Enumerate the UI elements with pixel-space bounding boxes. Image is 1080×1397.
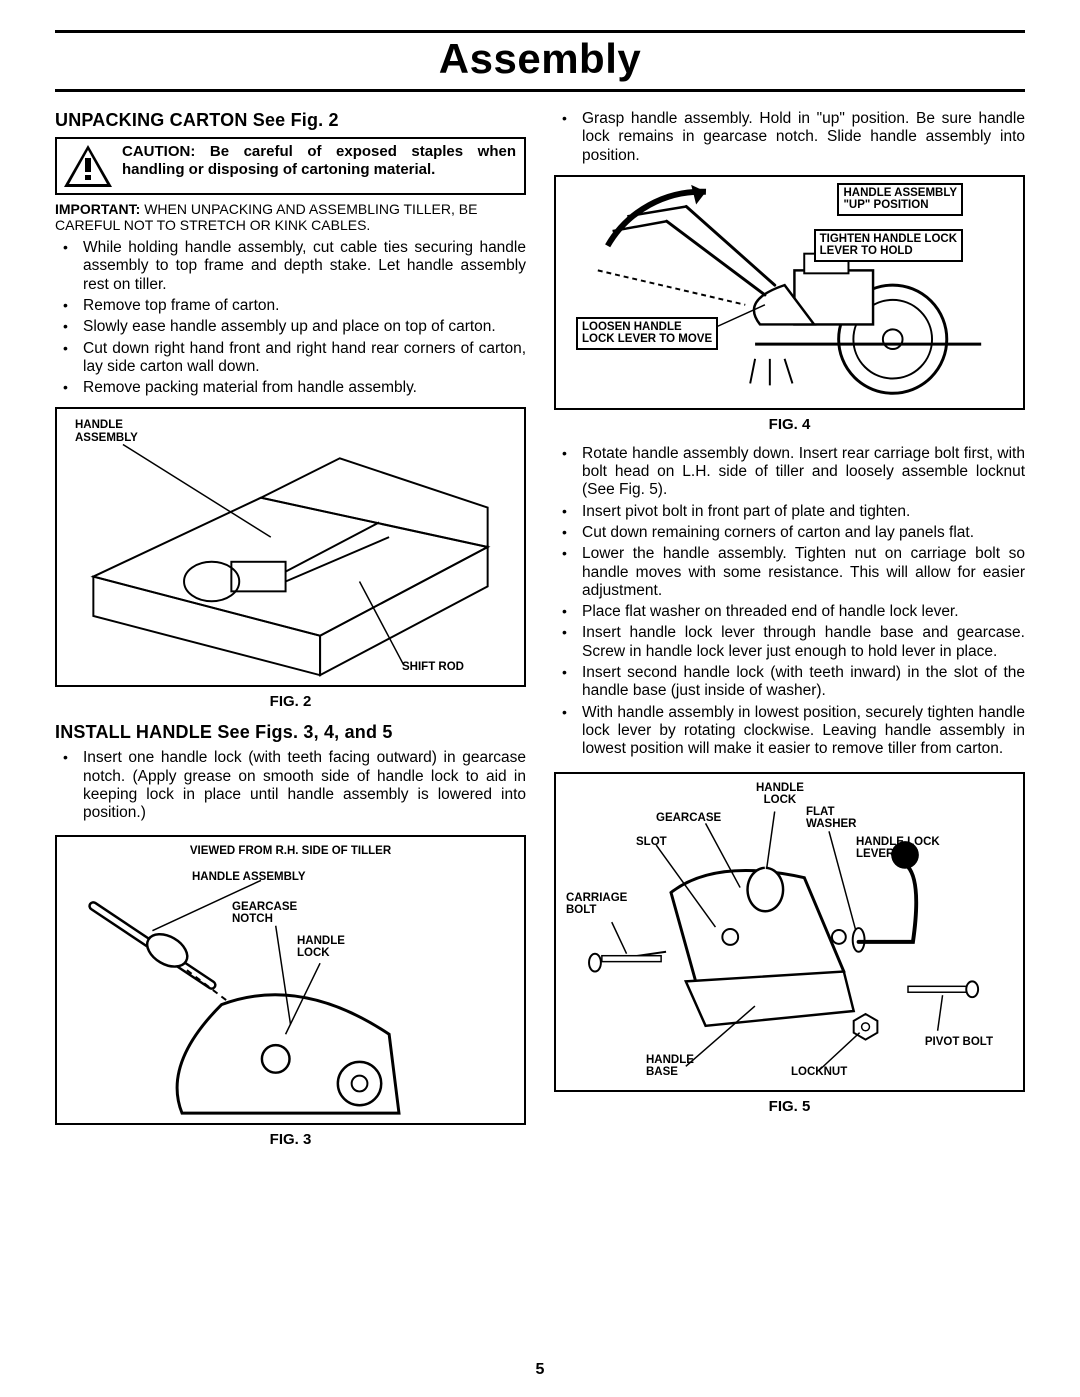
unpacking-bullets: While holding handle assembly, cut cable…: [55, 239, 526, 397]
warning-icon: [62, 143, 114, 189]
fig5-label-locknut: LOCKNUT: [791, 1066, 847, 1078]
top-rule: [55, 30, 1025, 33]
unpacking-heading: UNPACKING CARTON See Fig. 2: [55, 110, 526, 131]
fig5-label-gearcase: GEARCASE: [656, 812, 721, 824]
list-item: With handle assembly in lowest position,…: [554, 704, 1025, 759]
list-item: Rotate handle assembly down. Insert rear…: [554, 445, 1025, 500]
list-item: Remove packing material from handle asse…: [55, 379, 526, 397]
figure-2-box: HANDLE ASSEMBLY SHIFT ROD: [55, 407, 526, 687]
right-mid-bullets: Rotate handle assembly down. Insert rear…: [554, 445, 1025, 759]
list-item: Grasp handle assembly. Hold in "up" posi…: [554, 110, 1025, 165]
title-row: Assembly: [55, 35, 1025, 92]
fig3-label-handle-lock: HANDLE LOCK: [297, 935, 345, 959]
install-handle-bullets: Insert one handle lock (with teeth facin…: [55, 749, 526, 822]
fig4-label-loosen: LOOSEN HANDLE LOCK LEVER TO MOVE: [576, 317, 718, 350]
list-item: Cut down right hand front and right hand…: [55, 340, 526, 377]
caution-box: CAUTION: Be careful of exposed staples w…: [55, 137, 526, 195]
fig2-label-handle-assembly: HANDLE ASSEMBLY: [75, 419, 138, 443]
list-item: Insert handle lock lever through handle …: [554, 624, 1025, 661]
figure-3-caption: FIG. 3: [55, 1131, 526, 1148]
figure-5-caption: FIG. 5: [554, 1098, 1025, 1115]
figure-2-illustration: [57, 409, 524, 685]
list-item: Insert second handle lock (with teeth in…: [554, 664, 1025, 701]
fig5-label-pivot-bolt: PIVOT BOLT: [925, 1036, 993, 1048]
fig4-label-tighten: TIGHTEN HANDLE LOCK LEVER TO HOLD: [814, 229, 963, 262]
fig3-label-viewed: VIEWED FROM R.H. SIDE OF TILLER: [57, 845, 524, 857]
list-item: Place flat washer on threaded end of han…: [554, 603, 1025, 621]
figure-2-caption: FIG. 2: [55, 693, 526, 710]
install-handle-heading: INSTALL HANDLE See Figs. 3, 4, and 5: [55, 722, 526, 743]
list-item: Remove top frame of carton.: [55, 297, 526, 315]
important-label: IMPORTANT:: [55, 201, 140, 217]
right-column: Grasp handle assembly. Hold in "up" posi…: [554, 110, 1025, 1160]
page-number: 5: [0, 1361, 1080, 1379]
fig3-label-handle-assembly: HANDLE ASSEMBLY: [192, 871, 306, 883]
list-item: Insert pivot bolt in front part of plate…: [554, 503, 1025, 521]
page-title: Assembly: [439, 35, 641, 82]
fig5-label-slot: SLOT: [636, 836, 667, 848]
figure-4-caption: FIG. 4: [554, 416, 1025, 433]
list-item: While holding handle assembly, cut cable…: [55, 239, 526, 294]
two-column-layout: UNPACKING CARTON See Fig. 2 CAUTION: Be …: [55, 110, 1025, 1160]
list-item: Insert one handle lock (with teeth facin…: [55, 749, 526, 822]
figure-3-box: VIEWED FROM R.H. SIDE OF TILLER HANDLE A…: [55, 835, 526, 1125]
fig5-label-handle-lock: HANDLE LOCK: [756, 782, 804, 806]
right-top-bullets: Grasp handle assembly. Hold in "up" posi…: [554, 110, 1025, 165]
fig5-label-carriage-bolt: CARRIAGE BOLT: [566, 892, 627, 916]
list-item: Slowly ease handle assembly up and place…: [55, 318, 526, 336]
fig2-label-shift-rod: SHIFT ROD: [402, 661, 464, 673]
fig5-label-handle-base: HANDLE BASE: [646, 1054, 694, 1078]
figure-4-box: HANDLE ASSEMBLY "UP" POSITION TIGHTEN HA…: [554, 175, 1025, 410]
list-item: Lower the handle assembly. Tighten nut o…: [554, 545, 1025, 600]
fig5-label-flat-washer: FLAT WASHER: [806, 806, 856, 830]
figure-5-box: HANDLE LOCK GEARCASE FLAT WASHER SLOT HA…: [554, 772, 1025, 1092]
left-column: UNPACKING CARTON See Fig. 2 CAUTION: Be …: [55, 110, 526, 1160]
fig3-label-gearcase-notch: GEARCASE NOTCH: [232, 901, 297, 925]
important-note: IMPORTANT: WHEN UNPACKING AND ASSEMBLING…: [55, 201, 526, 233]
caution-text: CAUTION: Be careful of exposed staples w…: [122, 143, 516, 178]
list-item: Cut down remaining corners of carton and…: [554, 524, 1025, 542]
fig5-label-handle-lock-lever: HANDLE LOCK LEVER: [856, 836, 940, 860]
fig4-label-up-position: HANDLE ASSEMBLY "UP" POSITION: [837, 183, 963, 216]
